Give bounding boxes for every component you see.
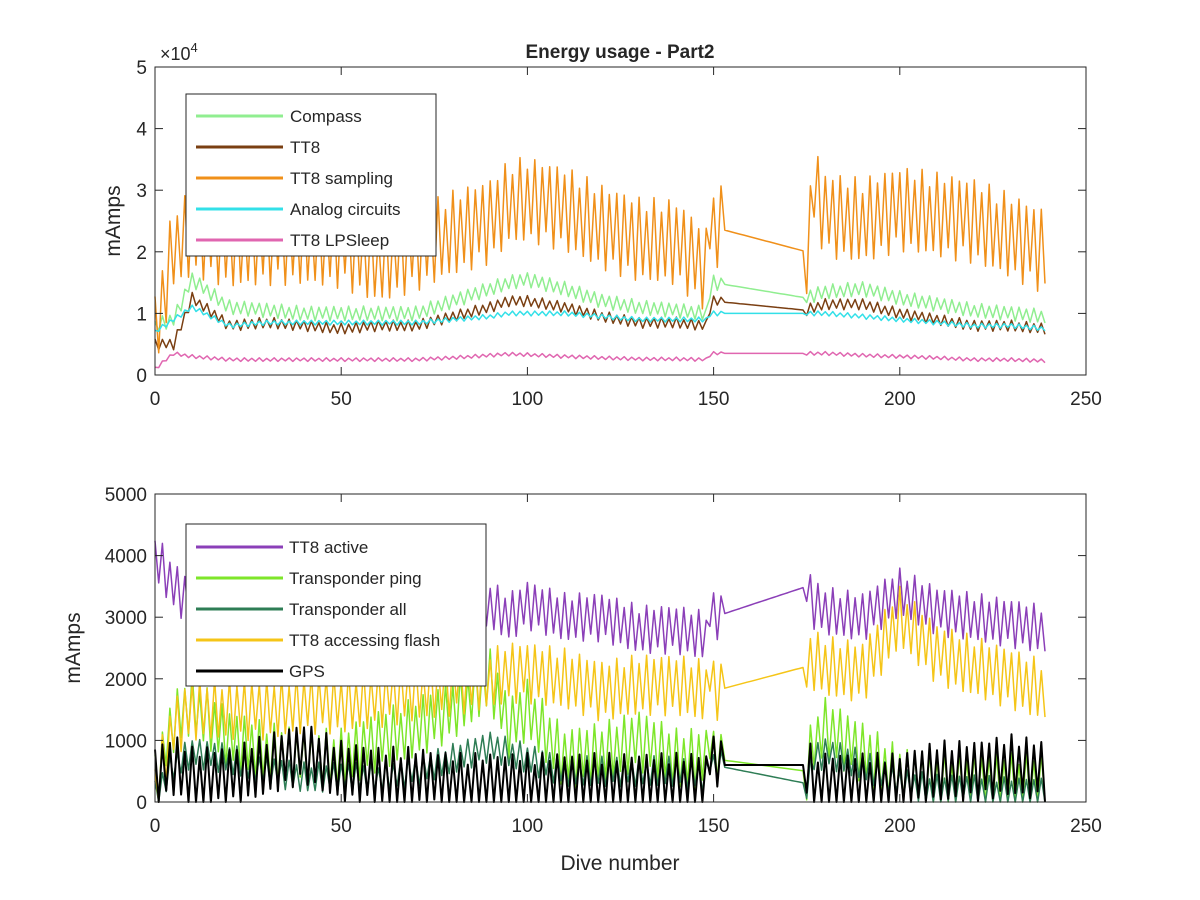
x-tick-label: 100 xyxy=(512,389,544,410)
y-tick-label: 0 xyxy=(136,366,147,387)
x-tick-label: 100 xyxy=(512,816,544,837)
x-tick-label: 150 xyxy=(698,389,730,410)
top-plot-exponent: ×104 xyxy=(160,40,198,64)
x-tick-label: 250 xyxy=(1070,389,1102,410)
bottom-plot-ylabel: mAmps xyxy=(62,612,85,683)
y-tick-label: 1000 xyxy=(105,731,147,752)
exponent-base: ×10 xyxy=(160,44,191,64)
x-tick-label: 200 xyxy=(884,389,916,410)
bottom-plot: 0 50 100 150 200 250 0 1000 2000 3000 4000 5000 mAm… xyxy=(62,485,1102,875)
top-plot-legend: Compass TT8 TT8 sampling Analog circuits TT8… xyxy=(185,93,437,257)
y-tick-label: 3 xyxy=(136,181,147,202)
series-line-gps xyxy=(154,725,1046,803)
series-line-tt8-lpsleep xyxy=(154,350,1046,369)
exponent-power: 4 xyxy=(191,40,198,55)
legend-label: TT8 LPSleep xyxy=(290,231,389,250)
y-tick-label: 5 xyxy=(136,58,147,79)
bottom-plot-ticks: 0 50 100 150 200 250 0 1000 2000 3000 4000 5000 xyxy=(105,485,1102,837)
y-tick-label: 2 xyxy=(136,243,147,264)
bottom-plot-legend: TT8 active Transponder ping Transponder al… xyxy=(185,523,487,687)
top-plot-frame xyxy=(154,66,1087,376)
x-tick-label: 200 xyxy=(884,816,916,837)
series-line-tt8-accessing-flash xyxy=(154,585,1046,803)
top-plot-ylabel: mAmps xyxy=(102,185,125,256)
legend-label: TT8 sampling xyxy=(290,169,393,188)
x-tick-label: 50 xyxy=(331,389,352,410)
y-tick-label: 2000 xyxy=(105,670,147,691)
y-tick-label: 0 xyxy=(136,793,147,814)
legend-label: TT8 active xyxy=(289,538,368,557)
legend-label: Transponder ping xyxy=(289,569,422,588)
series-line-analog-circuits xyxy=(154,304,1046,333)
y-tick-label: 5000 xyxy=(105,485,147,506)
x-tick-label: 50 xyxy=(331,816,352,837)
bottom-plot-xlabel: Dive number xyxy=(560,852,679,875)
top-plot-title: Energy usage - Part2 xyxy=(525,42,714,63)
top-plot-ticks: 0 50 100 150 200 250 0 1 2 3 4 5 xyxy=(136,58,1101,410)
y-tick-label: 1 xyxy=(136,304,147,325)
legend-label: Transponder all xyxy=(289,600,407,619)
legend-box xyxy=(185,93,437,257)
x-tick-label: 0 xyxy=(150,816,161,837)
legend-label: GPS xyxy=(289,662,325,681)
y-tick-label: 4 xyxy=(136,120,147,141)
x-tick-label: 0 xyxy=(150,389,161,410)
x-tick-label: 150 xyxy=(698,816,730,837)
top-plot: 0 50 100 150 200 250 0 1 2 3 4 5 Energy usage - Par… xyxy=(102,40,1102,410)
legend-label: TT8 accessing flash xyxy=(289,631,440,650)
series-line-compass xyxy=(154,272,1046,332)
y-tick-label: 3000 xyxy=(105,608,147,629)
bottom-plot-frame xyxy=(154,493,1087,803)
x-tick-label: 250 xyxy=(1070,816,1102,837)
legend-label: TT8 xyxy=(290,138,320,157)
legend-label: Compass xyxy=(290,107,362,126)
legend-box xyxy=(185,523,487,687)
y-tick-label: 4000 xyxy=(105,547,147,568)
legend-label: Analog circuits xyxy=(290,200,401,219)
